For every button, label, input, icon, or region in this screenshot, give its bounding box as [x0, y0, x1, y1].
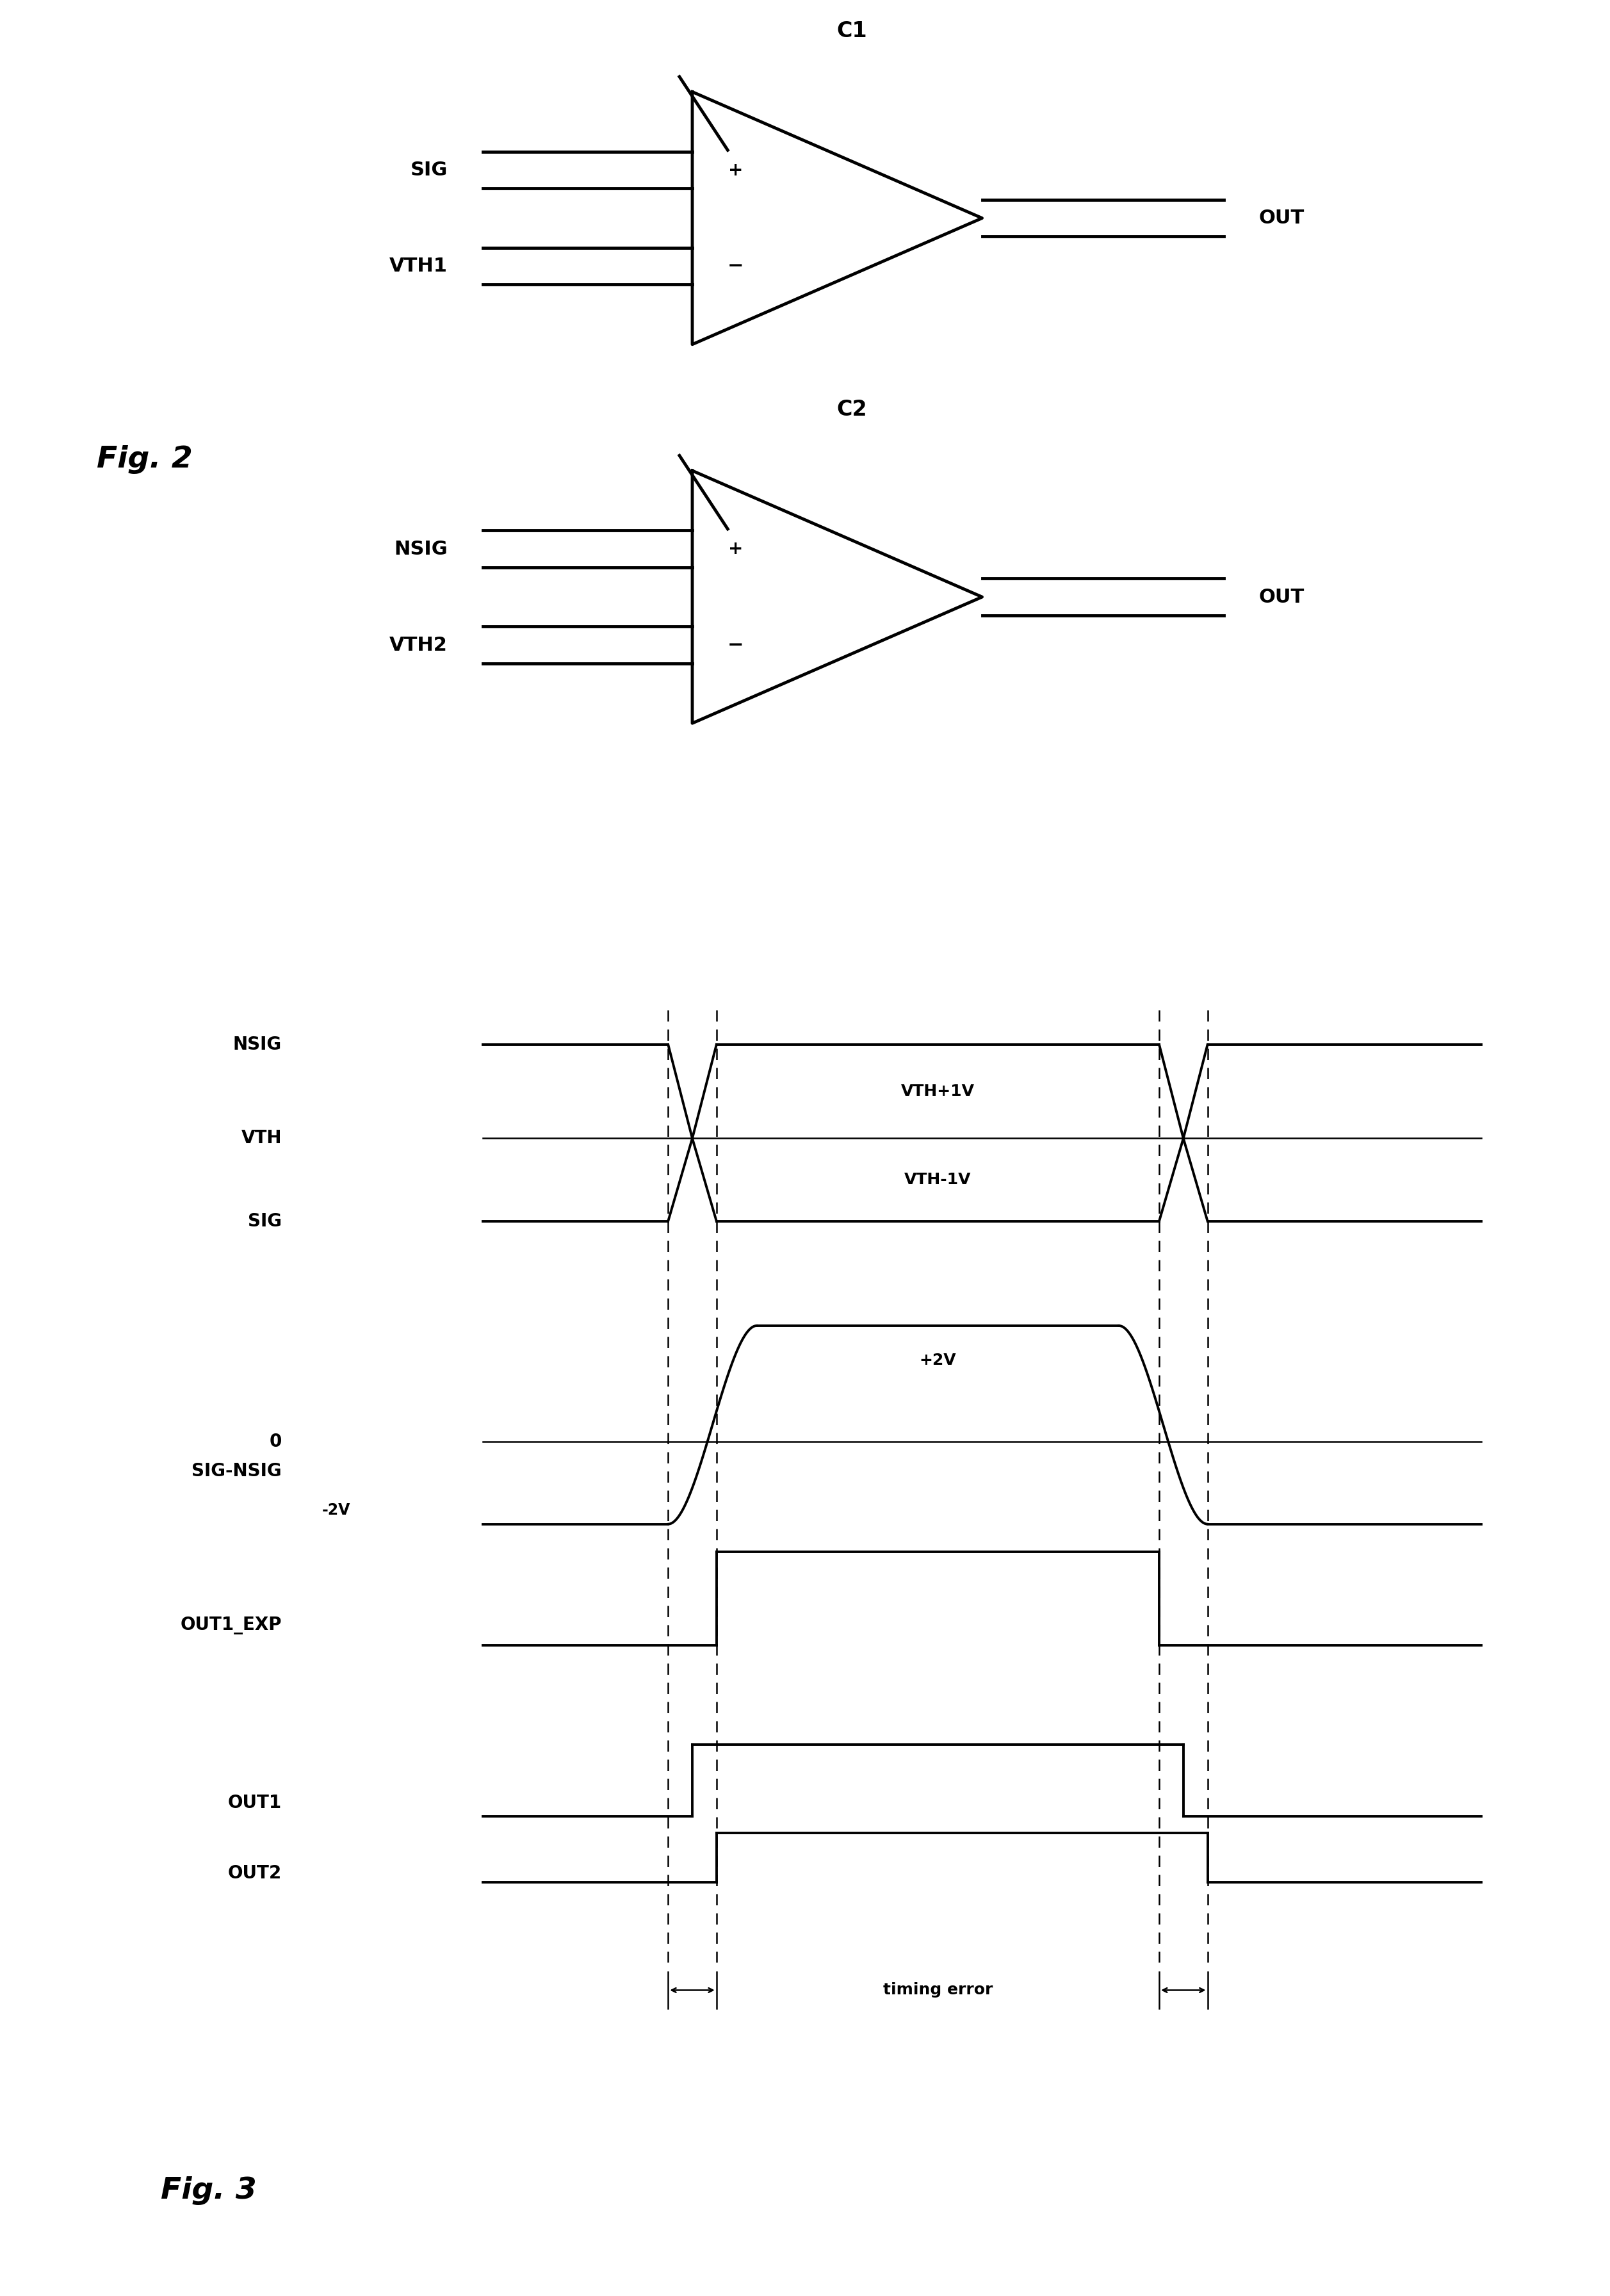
Text: +: +: [728, 161, 744, 179]
Text: OUT1: OUT1: [229, 1793, 282, 1812]
Text: C1: C1: [837, 21, 866, 41]
Text: NSIG: NSIG: [394, 540, 448, 558]
Text: OUT2: OUT2: [227, 1864, 282, 1883]
Text: NSIG: NSIG: [233, 1035, 282, 1054]
Text: 0: 0: [269, 1433, 282, 1451]
Text: OUT: OUT: [1259, 209, 1304, 227]
Text: VTH: VTH: [241, 1130, 282, 1148]
Text: VTH1: VTH1: [390, 257, 448, 276]
Text: SIG-NSIG: SIG-NSIG: [192, 1463, 282, 1481]
Text: OUT1_EXP: OUT1_EXP: [180, 1616, 282, 1635]
Text: Fig. 2: Fig. 2: [97, 445, 193, 473]
Text: −: −: [728, 636, 744, 654]
Text: SIG: SIG: [248, 1212, 282, 1231]
Text: OUT: OUT: [1259, 588, 1304, 606]
Text: SIG: SIG: [411, 161, 448, 179]
Text: VTH-1V: VTH-1V: [905, 1171, 971, 1187]
Text: Fig. 3: Fig. 3: [161, 2177, 258, 2204]
Text: -2V: -2V: [322, 1502, 351, 1518]
Text: VTH2: VTH2: [390, 636, 448, 654]
Text: timing error: timing error: [882, 1981, 993, 1998]
Text: VTH+1V: VTH+1V: [902, 1084, 974, 1100]
Text: C2: C2: [837, 400, 866, 420]
Text: +2V: +2V: [919, 1352, 956, 1368]
Text: +: +: [728, 540, 744, 558]
Text: −: −: [728, 257, 744, 276]
